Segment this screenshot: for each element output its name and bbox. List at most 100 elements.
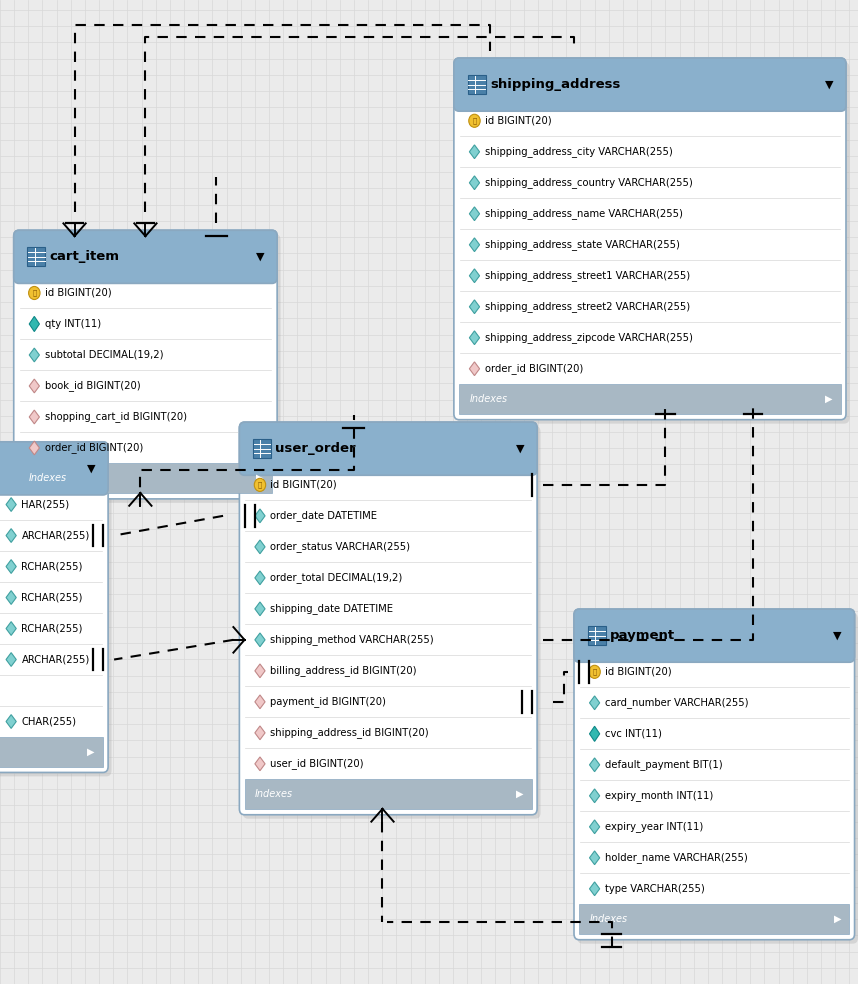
Text: RCHAR(255): RCHAR(255) [21,562,83,572]
Bar [245,779,532,809]
Polygon shape [6,714,16,728]
Polygon shape [255,633,265,646]
Polygon shape [469,300,480,314]
Text: shipping_method VARCHAR(255): shipping_method VARCHAR(255) [270,635,434,646]
Text: holder_name VARCHAR(255): holder_name VARCHAR(255) [605,852,747,863]
Polygon shape [255,602,265,616]
Text: RCHAR(255): RCHAR(255) [21,624,83,634]
Bar [588,626,606,646]
FancyBboxPatch shape [454,58,846,111]
Text: shipping_address_state VARCHAR(255): shipping_address_state VARCHAR(255) [485,239,680,250]
Polygon shape [6,528,16,542]
Text: subtotal DECIMAL(19,2): subtotal DECIMAL(19,2) [45,350,163,360]
Text: Indexes: Indexes [469,394,507,404]
Text: Indexes: Indexes [29,473,67,483]
Text: shipping_address_city VARCHAR(255): shipping_address_city VARCHAR(255) [485,147,673,157]
Text: ▼: ▼ [833,631,842,641]
FancyBboxPatch shape [0,442,108,772]
Text: order_status VARCHAR(255): order_status VARCHAR(255) [270,541,410,552]
Circle shape [28,286,40,299]
Polygon shape [29,317,39,332]
Text: ⚿: ⚿ [258,481,262,488]
Bar [253,439,271,458]
FancyBboxPatch shape [243,426,541,819]
Bar [579,904,849,934]
Text: billing_address_id BIGINT(20): billing_address_id BIGINT(20) [270,665,417,676]
Text: user_id BIGINT(20): user_id BIGINT(20) [270,759,364,769]
FancyBboxPatch shape [17,234,281,503]
Polygon shape [589,789,600,803]
Bar [0,737,103,767]
Text: ⚿: ⚿ [473,117,476,124]
Polygon shape [469,207,480,220]
Polygon shape [469,145,480,158]
Bar [459,384,841,413]
Text: shipping_address_name VARCHAR(255): shipping_address_name VARCHAR(255) [485,209,683,219]
Text: ▶: ▶ [834,914,841,924]
Polygon shape [589,820,600,833]
Polygon shape [589,882,600,895]
Text: ▶: ▶ [825,394,832,404]
Polygon shape [29,348,39,362]
FancyBboxPatch shape [454,58,846,419]
Text: RCHAR(255): RCHAR(255) [21,592,83,602]
FancyBboxPatch shape [239,422,537,475]
FancyBboxPatch shape [0,442,108,495]
Text: expiry_month INT(11): expiry_month INT(11) [605,790,713,801]
Text: ▼: ▼ [825,80,833,90]
Text: shipping_date DATETIME: shipping_date DATETIME [270,603,393,614]
Polygon shape [255,540,265,554]
Text: payment: payment [610,629,675,643]
FancyBboxPatch shape [457,62,849,423]
Polygon shape [589,726,600,741]
Text: shipping_address_id BIGINT(20): shipping_address_id BIGINT(20) [270,727,429,738]
Polygon shape [589,758,600,771]
Text: ▶: ▶ [88,747,94,757]
FancyBboxPatch shape [239,422,537,815]
Text: CHAR(255): CHAR(255) [21,716,76,726]
Text: HAR(255): HAR(255) [21,500,69,510]
Polygon shape [589,696,600,709]
Text: order_total DECIMAL(19,2): order_total DECIMAL(19,2) [270,573,402,584]
FancyBboxPatch shape [14,230,277,283]
Polygon shape [6,652,16,666]
Text: expiry_year INT(11): expiry_year INT(11) [605,822,704,832]
Text: shopping_cart_id BIGINT(20): shopping_cart_id BIGINT(20) [45,411,187,422]
Polygon shape [255,509,265,523]
Polygon shape [469,176,480,190]
Text: ARCHAR(255): ARCHAR(255) [21,530,90,540]
Text: cvc INT(11): cvc INT(11) [605,729,662,739]
Text: ⚿: ⚿ [33,289,36,296]
Polygon shape [589,851,600,865]
Polygon shape [255,664,265,678]
Circle shape [468,114,480,127]
FancyBboxPatch shape [0,446,112,776]
Text: order_id BIGINT(20): order_id BIGINT(20) [485,363,583,374]
Text: shipping_address: shipping_address [490,78,620,92]
Text: ⚿: ⚿ [593,668,596,675]
Text: order_date DATETIME: order_date DATETIME [270,511,378,522]
Text: ▼: ▼ [256,252,264,262]
Polygon shape [469,269,480,282]
Text: ▶: ▶ [517,789,523,799]
Polygon shape [29,441,39,455]
Polygon shape [6,560,16,574]
Text: Indexes: Indexes [255,789,293,799]
Text: ▶: ▶ [257,473,263,483]
Text: ▼: ▼ [87,463,95,473]
FancyBboxPatch shape [14,230,277,499]
Text: payment_id BIGINT(20): payment_id BIGINT(20) [270,697,386,707]
FancyBboxPatch shape [574,609,855,940]
Polygon shape [255,571,265,584]
Bar [468,75,486,93]
Text: shipping_address_street1 VARCHAR(255): shipping_address_street1 VARCHAR(255) [485,271,690,281]
Text: ▼: ▼ [516,444,524,454]
Text: id BIGINT(20): id BIGINT(20) [605,667,672,677]
Text: user_order: user_order [275,442,356,456]
Text: order_id BIGINT(20): order_id BIGINT(20) [45,443,143,454]
Polygon shape [469,362,480,376]
Bar [19,463,272,493]
Polygon shape [255,695,265,708]
Text: id BIGINT(20): id BIGINT(20) [45,288,112,298]
Text: shipping_address_street2 VARCHAR(255): shipping_address_street2 VARCHAR(255) [485,301,690,312]
